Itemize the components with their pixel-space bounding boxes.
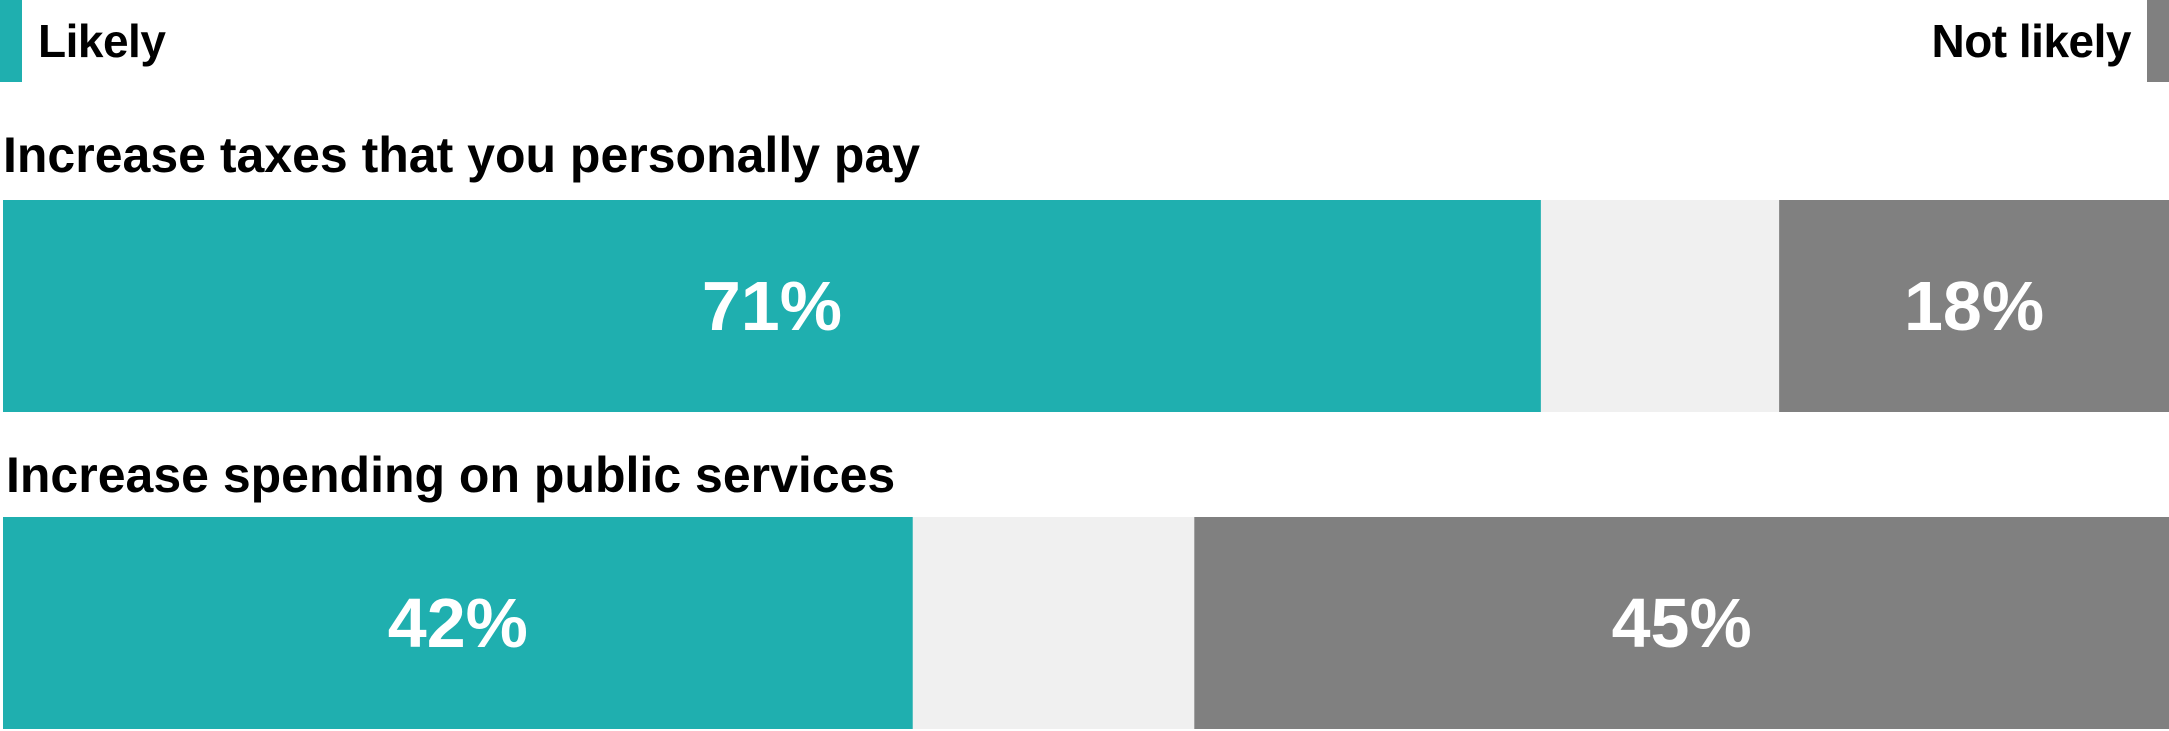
data-label-likely-0: 71%	[702, 267, 842, 345]
row-label-1: Increase spending on public services	[6, 447, 895, 503]
legend-swatch-not-likely	[2147, 0, 2169, 82]
legend-label-likely: Likely	[38, 15, 166, 67]
bar-not-likely-1	[1194, 517, 2169, 729]
bar-likely-0	[3, 200, 1541, 412]
legend-label-not-likely: Not likely	[1931, 15, 2131, 67]
row-label-0: Increase taxes that you personally pay	[3, 127, 920, 183]
data-label-likely-1: 42%	[388, 584, 528, 662]
data-label-not-likely-1: 45%	[1612, 584, 1752, 662]
bar-not-likely-0	[1779, 200, 2169, 412]
legend-not-likely: Not likely	[1931, 0, 2169, 82]
data-label-not-likely-0: 18%	[1904, 267, 2044, 345]
bar-likely-1	[3, 517, 913, 729]
legend-likely: Likely	[0, 0, 166, 82]
legend-swatch-likely	[0, 0, 22, 82]
